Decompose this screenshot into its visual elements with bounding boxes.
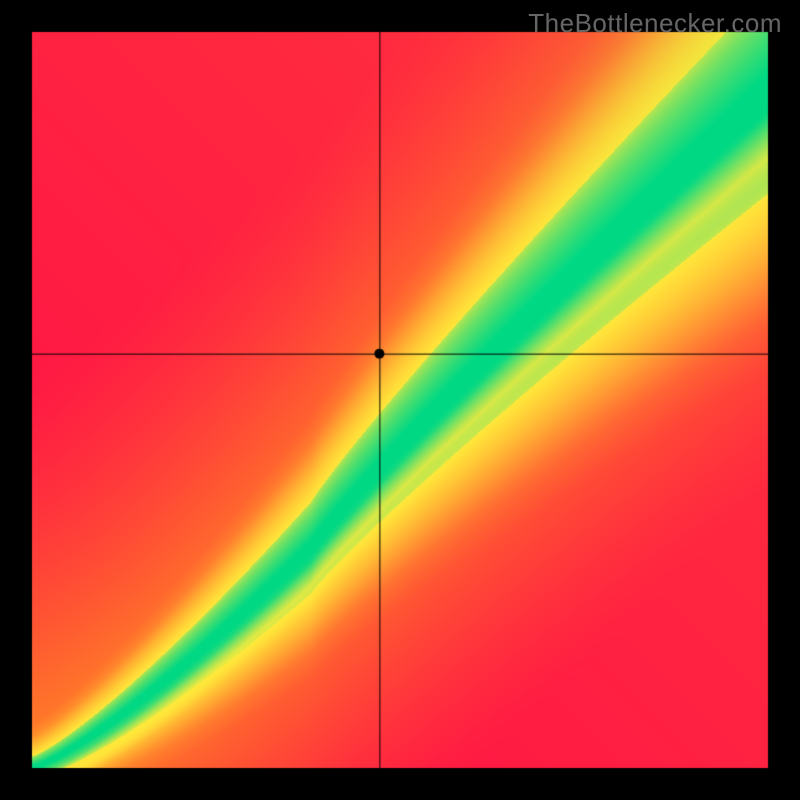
watermark-text: TheBottlenecker.com — [528, 8, 782, 39]
bottleneck-heatmap — [0, 0, 800, 800]
chart-container: { "watermark": { "text": "TheBottlenecke… — [0, 0, 800, 800]
